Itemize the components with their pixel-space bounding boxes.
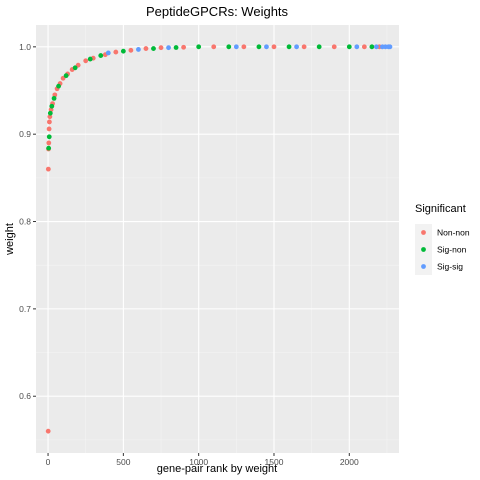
data-point bbox=[387, 44, 393, 50]
data-point bbox=[241, 44, 247, 50]
data-point bbox=[45, 428, 51, 434]
data-point bbox=[158, 45, 164, 51]
data-point bbox=[346, 44, 352, 50]
x-tick-label: 1500 bbox=[265, 457, 284, 467]
data-point bbox=[354, 44, 360, 50]
x-axis-title: gene-pair rank by weight bbox=[157, 463, 277, 475]
legend-title: Significant bbox=[415, 203, 466, 215]
legend-marker bbox=[421, 247, 426, 252]
grid-minor bbox=[36, 25, 399, 453]
data-point bbox=[46, 126, 52, 132]
data-point bbox=[87, 56, 93, 62]
legend-label: Sig-non bbox=[437, 245, 467, 255]
legend: Significant Non-non Sig-non Sig-sig bbox=[415, 203, 470, 275]
y-axis: 0.6 0.7 0.8 0.9 1.0 bbox=[19, 42, 36, 401]
data-point bbox=[286, 44, 292, 50]
data-point bbox=[374, 44, 379, 50]
data-point bbox=[151, 46, 156, 51]
data-point bbox=[361, 44, 367, 50]
data-point bbox=[98, 53, 104, 58]
data-point bbox=[369, 44, 375, 50]
plot-panel bbox=[36, 25, 399, 453]
y-tick-label: 1.0 bbox=[19, 42, 31, 52]
data-point bbox=[233, 44, 239, 50]
data-point bbox=[301, 44, 307, 50]
y-tick-label: 0.9 bbox=[19, 129, 31, 139]
data-point bbox=[331, 44, 337, 50]
data-point bbox=[143, 46, 149, 51]
data-point bbox=[47, 110, 53, 116]
data-point bbox=[264, 44, 269, 50]
data-point bbox=[173, 45, 179, 50]
data-point bbox=[211, 44, 217, 50]
data-point bbox=[56, 83, 61, 89]
data-point bbox=[47, 114, 53, 120]
x-axis: 0 500 1000 1500 2000 bbox=[46, 453, 359, 467]
legend-marker bbox=[421, 264, 426, 269]
data-point bbox=[316, 44, 322, 50]
data-point bbox=[136, 47, 141, 52]
legend-label: Non-non bbox=[437, 228, 470, 238]
data-point bbox=[49, 103, 55, 109]
data-point bbox=[271, 44, 277, 50]
y-tick-label: 0.8 bbox=[19, 217, 31, 227]
data-point bbox=[83, 58, 89, 64]
data-point bbox=[113, 49, 119, 55]
x-tick-label: 1000 bbox=[189, 457, 208, 467]
chart-title: PeptideGPCRs: Weights bbox=[146, 4, 289, 19]
y-axis-title: weight bbox=[4, 223, 16, 256]
y-tick-label: 0.7 bbox=[19, 304, 31, 314]
data-point bbox=[256, 44, 262, 50]
data-point bbox=[46, 134, 52, 140]
data-point bbox=[46, 140, 52, 146]
data-point bbox=[45, 166, 51, 172]
data-point bbox=[63, 73, 69, 79]
data-point bbox=[181, 44, 187, 50]
data-point bbox=[120, 48, 126, 54]
data-point bbox=[47, 119, 52, 125]
y-tick-label: 0.6 bbox=[19, 391, 31, 401]
grid-major bbox=[36, 25, 399, 453]
data-point bbox=[72, 65, 78, 71]
x-tick-label: 500 bbox=[116, 457, 130, 467]
data-points bbox=[45, 44, 393, 434]
legend-marker bbox=[421, 230, 426, 235]
x-tick-label: 2000 bbox=[340, 457, 359, 467]
data-point bbox=[226, 44, 232, 50]
legend-label: Sig-sig bbox=[437, 262, 463, 272]
data-point bbox=[105, 50, 111, 56]
data-point bbox=[51, 95, 57, 101]
x-tick-label: 0 bbox=[46, 457, 51, 467]
data-point bbox=[196, 44, 202, 50]
data-point bbox=[128, 47, 134, 53]
data-point bbox=[294, 44, 299, 50]
data-point bbox=[46, 145, 52, 151]
data-point bbox=[166, 45, 171, 51]
